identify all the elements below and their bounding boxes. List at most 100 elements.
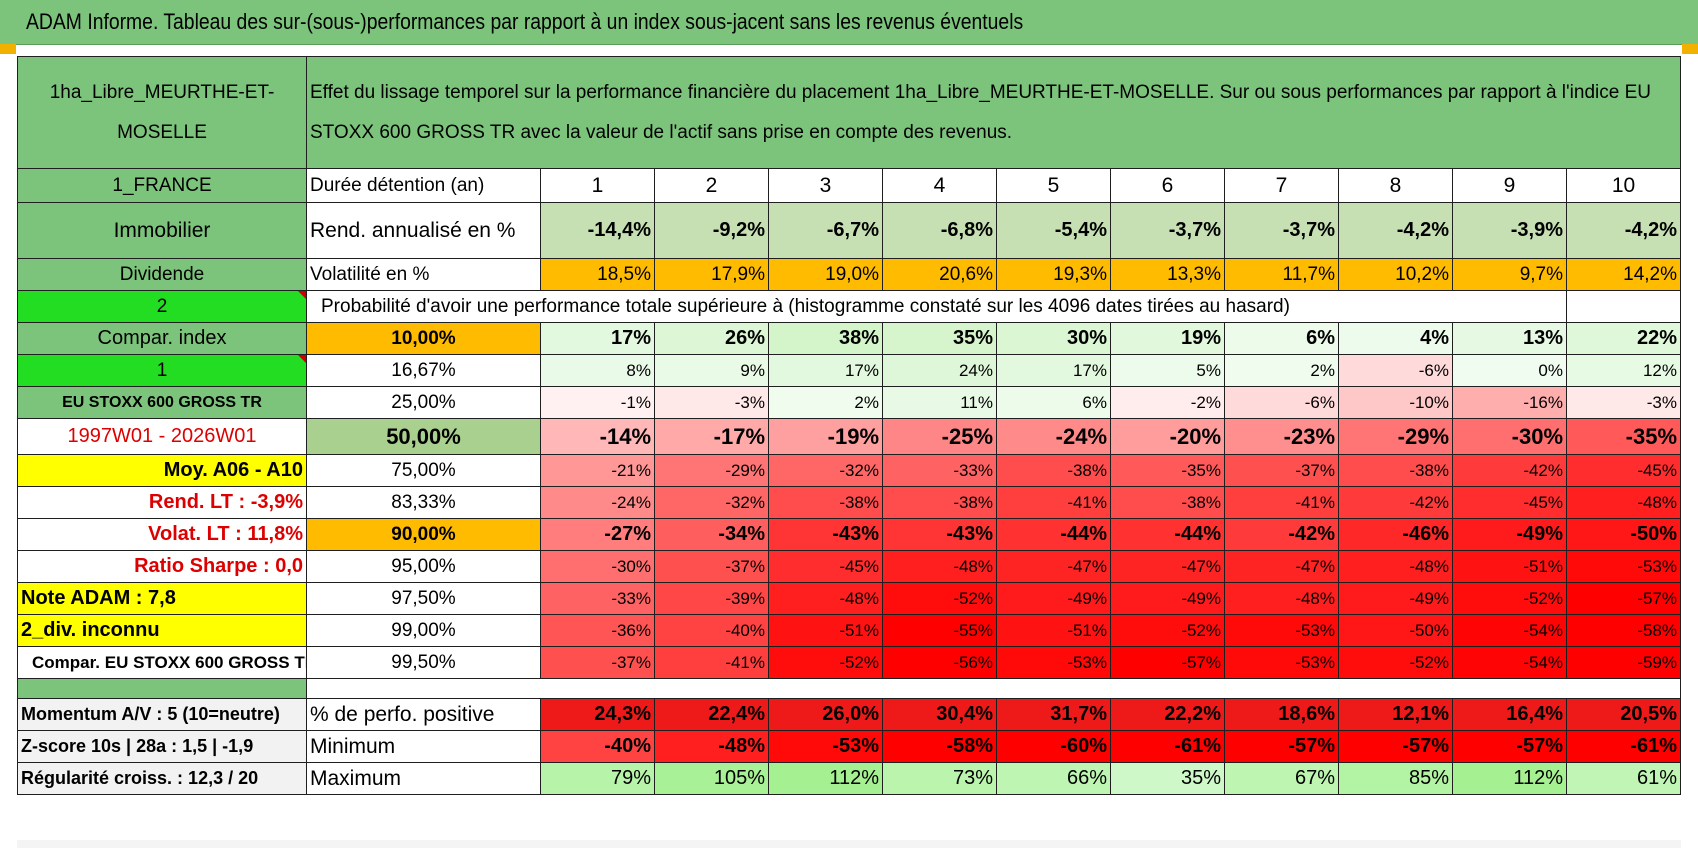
quantile-cell: -45% — [1566, 454, 1681, 487]
quantile-cell: -39% — [654, 582, 769, 615]
quantile-cell: 35% — [882, 322, 997, 355]
quantile-cell: -3% — [1566, 386, 1681, 419]
quantile-row: 1997W01 - 2026W01 50,00% -14% -17% -19% -25% -… — [17, 418, 1681, 455]
annualized-return-cell: -3,9% — [1452, 202, 1567, 259]
quantile-cell: -10% — [1338, 386, 1453, 419]
quantile-cell: -37% — [1224, 454, 1339, 487]
quantile-cell: -49% — [1338, 582, 1453, 615]
quantile-cell: -34% — [654, 518, 769, 551]
quantile-cell: -21% — [540, 454, 655, 487]
quantile-cell: -24% — [996, 418, 1111, 455]
year-header-5: 5 — [996, 168, 1111, 203]
quantile-cell: -37% — [540, 646, 655, 679]
year-header-7: 7 — [1224, 168, 1339, 203]
quantile-cell: -51% — [1452, 550, 1567, 583]
minimum-label: Minimum — [306, 730, 541, 763]
volatility-cell: 18,5% — [540, 258, 655, 291]
summary-cell: 112% — [1452, 762, 1567, 795]
selector-two: 2 — [17, 290, 307, 323]
quantile-cell: -35% — [1110, 454, 1225, 487]
separator-row — [17, 678, 1681, 699]
quantile-cell: -49% — [996, 582, 1111, 615]
quantile-cell: -38% — [1110, 486, 1225, 519]
quantile-cell: -44% — [1110, 518, 1225, 551]
summary-cell: 85% — [1338, 762, 1453, 795]
quantile-cell: -51% — [996, 614, 1111, 647]
annualized-return-cell: -3,7% — [1224, 202, 1339, 259]
quantile-cell: -38% — [996, 454, 1111, 487]
quantile-cell: 22% — [1566, 322, 1681, 355]
index-name: EU STOXX 600 GROSS TR — [17, 386, 307, 419]
volatility-cell: 14,2% — [1566, 258, 1681, 291]
header-row: 1ha_Libre_MEURTHE-ET-MOSELLE Effet du li… — [17, 56, 1681, 169]
probability-heading-row: 2 Probabilité d'avoir une performance to… — [17, 290, 1681, 323]
quantile-cell: -41% — [996, 486, 1111, 519]
performance-table: 1ha_Libre_MEURTHE-ET-MOSELLE Effet du li… — [17, 56, 1681, 795]
summary-cell: -61% — [1110, 730, 1225, 763]
asset-name: 1ha_Libre_MEURTHE-ET-MOSELLE — [17, 56, 307, 169]
quantile-cell: -30% — [540, 550, 655, 583]
annualized-return-cell: -4,2% — [1338, 202, 1453, 259]
right-edge-marker — [1682, 44, 1698, 54]
year-header-4: 4 — [882, 168, 997, 203]
quantile-cell: -50% — [1338, 614, 1453, 647]
quantile-cell: -57% — [1110, 646, 1225, 679]
quantile-cell: -20% — [1110, 418, 1225, 455]
quantile-cell: -53% — [1224, 646, 1339, 679]
quantile-cell: -24% — [540, 486, 655, 519]
quantile-cell: -30% — [1452, 418, 1567, 455]
quantile-cell: -53% — [1224, 614, 1339, 647]
quantile-percent: 50,00% — [306, 418, 541, 455]
quantile-cell: -52% — [1452, 582, 1567, 615]
summary-cell: 31,7% — [996, 698, 1111, 731]
quantile-cell: -29% — [654, 454, 769, 487]
quantile-cell: -43% — [768, 518, 883, 551]
quantile-cell: 17% — [996, 354, 1111, 387]
quantile-cell: 17% — [768, 354, 883, 387]
summary-cell: -57% — [1452, 730, 1567, 763]
quantile-cell: -3% — [654, 386, 769, 419]
summary-cell: 20,5% — [1566, 698, 1681, 731]
quantile-cell: -42% — [1452, 454, 1567, 487]
quantile-percent: 99,00% — [306, 614, 541, 647]
quantile-cell: -25% — [882, 418, 997, 455]
quantile-cell: -38% — [1338, 454, 1453, 487]
quantile-cell: 12% — [1566, 354, 1681, 387]
summary-cell: 24,3% — [540, 698, 655, 731]
annualized-return-cell: -4,2% — [1566, 202, 1681, 259]
category-label: Immobilier — [17, 202, 307, 259]
footer-strip — [17, 840, 1681, 848]
quantile-row: Compar. index 10,00% 17% 26% 38% 35% 30% 19% 6% 4… — [17, 322, 1681, 355]
quantile-cell: -55% — [882, 614, 997, 647]
quantile-cell: -41% — [654, 646, 769, 679]
quantile-cell: -56% — [882, 646, 997, 679]
summary-cell: 73% — [882, 762, 997, 795]
quantile-row: Volat. LT : 11,8% 90,00% -27% -34% -43% -43% -… — [17, 518, 1681, 551]
quantile-row: Rend. LT : -3,9% 83,33% -24% -32% -38% -38% -4… — [17, 486, 1681, 519]
quantile-percent: 99,50% — [306, 646, 541, 679]
comparison-index-full: Compar. EU STOXX 600 GROSS TR — [17, 646, 307, 679]
separator-green — [17, 678, 307, 699]
summary-cell: 30,4% — [882, 698, 997, 731]
period-label: 1997W01 - 2026W01 — [17, 418, 307, 455]
quantile-row: Moy. A06 - A10 75,00% -21% -29% -32% -33% -38%… — [17, 454, 1681, 487]
quantile-cell: -2% — [1110, 386, 1225, 419]
separator-blank — [306, 678, 1681, 699]
quantile-cell: 0% — [1452, 354, 1567, 387]
summary-cell: -53% — [768, 730, 883, 763]
summary-cell: 18,6% — [1224, 698, 1339, 731]
summary-row: Z-score 10s | 28a : 1,5 | -1,9 Minimum -40… — [17, 730, 1681, 763]
annualized-return-cell: -14,4% — [540, 202, 655, 259]
quantile-cell: -23% — [1224, 418, 1339, 455]
quantile-cell: -42% — [1338, 486, 1453, 519]
adam-note: Note ADAM : 7,8 — [17, 582, 307, 615]
table-description: Effet du lissage temporel sur la perform… — [306, 56, 1681, 169]
quantile-cell: -45% — [1452, 486, 1567, 519]
report-title-bar: ADAM Informe. Tableau des sur-(sous-)per… — [0, 0, 1698, 45]
volatility-cell: 13,3% — [1110, 258, 1225, 291]
sharpe-ratio: Ratio Sharpe : 0,0 — [17, 550, 307, 583]
quantile-cell: -38% — [882, 486, 997, 519]
quantile-cell: 26% — [654, 322, 769, 355]
quantile-cell: -45% — [768, 550, 883, 583]
